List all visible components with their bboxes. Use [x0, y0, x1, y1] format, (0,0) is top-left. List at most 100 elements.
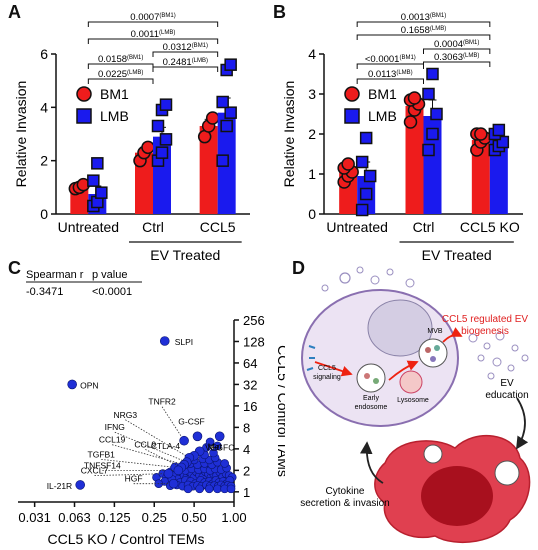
- scatter-point-tnfr2: [179, 435, 189, 446]
- data-point-lmb: [95, 186, 108, 199]
- bar-chart-a: 0 2 4 6 Relative Invasion Untreated Ctrl CCL5 EV…: [13, 12, 250, 260]
- diagram-d: CCL5 regulated EV biogenesis MVB CCL5 sign…: [300, 266, 531, 543]
- legend-label: LMB: [100, 108, 129, 124]
- bar-bm1: [471, 140, 490, 214]
- legend-label: BM1: [368, 86, 397, 102]
- point-label: G-CSF: [178, 416, 204, 426]
- scatter-point-vegfc: [214, 431, 225, 442]
- label-leader: [101, 458, 176, 468]
- p-value-label: 0.3063(LMB): [434, 52, 479, 63]
- scatter-point: [195, 484, 204, 494]
- y-tick-label: 1: [308, 166, 316, 182]
- scatter-point-g-csf: [192, 431, 203, 442]
- ccl5-signaling-label: CCL5 signaling: [313, 365, 341, 381]
- point-label: TNFSF14: [84, 460, 121, 470]
- point-label: SLPI: [175, 337, 193, 347]
- ev-education-label: EV education: [485, 378, 528, 401]
- p-value-label: 0.0007(BM1): [130, 12, 175, 23]
- legend-marker-bm1: [76, 86, 92, 102]
- y-tick-label: 256: [243, 313, 265, 328]
- point-label: CCL9: [134, 439, 156, 449]
- cytokine-label: Cytokine secretion & invasion: [300, 486, 390, 509]
- ev-vesicles: [321, 266, 529, 380]
- lysosome-label: Lysosome: [397, 397, 429, 404]
- data-point-lmb: [363, 169, 377, 183]
- comparison-bracket: [152, 66, 219, 72]
- x-tick-label: 0.25: [142, 510, 167, 525]
- y-tick-label: 6: [40, 46, 48, 62]
- scatter-point: [204, 484, 214, 494]
- point-label: TGFB1: [88, 449, 116, 459]
- x-axis-label: CCL5 KO / Control TEMs: [48, 531, 205, 547]
- p-value-label: 0.2481(LMB): [163, 57, 208, 68]
- data-point-bm1: [403, 115, 418, 129]
- legend-marker-lmb: [344, 108, 360, 124]
- x-tick-label: CCL5 KO: [460, 219, 520, 235]
- cytokine-arrow: [359, 441, 384, 484]
- comparison-bracket: [87, 78, 154, 84]
- point-label: HGF: [125, 474, 143, 484]
- bar-chart-b: 0 1 2 3 4 Relative Invasion Untreated Ctrl CCL5 …: [281, 12, 523, 260]
- point-label: Met: [208, 441, 223, 451]
- comparison-bracket: [356, 78, 424, 84]
- p-value-label: 0.0004(BM1): [434, 39, 479, 50]
- y-tick-label: 4: [40, 99, 48, 115]
- data-point-lmb: [155, 146, 169, 159]
- panel-label-d: D: [292, 258, 305, 278]
- ccl5-regulated-label: CCL5 regulated EV biogenesis: [442, 314, 528, 337]
- x-tick-label: Ctrl: [413, 219, 435, 235]
- stats-header-r: Spearman r: [26, 269, 84, 281]
- legend-label: LMB: [368, 108, 397, 124]
- scatter-point: [183, 484, 193, 494]
- bar-bm1: [199, 126, 218, 214]
- label-leader: [145, 449, 182, 468]
- point-label: TNFR2: [148, 397, 176, 407]
- x-tick-label: 0.063: [58, 510, 91, 525]
- scatter-point-opn: [67, 379, 77, 390]
- y-tick-label: 2: [40, 153, 48, 169]
- scatter-point: [205, 437, 215, 447]
- data-point-lmb: [91, 157, 104, 170]
- y-tick-label: 32: [243, 377, 257, 392]
- scatter-point: [213, 484, 222, 494]
- data-point-lmb: [359, 131, 373, 145]
- scatter-point-tnfsf14: [173, 465, 184, 476]
- bar-bm1: [135, 152, 153, 214]
- y-tick-label: 4: [308, 46, 316, 62]
- bar-lmb: [489, 140, 508, 214]
- data-point-lmb: [355, 155, 369, 169]
- stats-p-value: <0.0001: [92, 286, 132, 298]
- comparison-bracket: [152, 51, 219, 57]
- scatter-point-slpi: [159, 336, 170, 346]
- data-point-lmb: [224, 58, 237, 71]
- data-point-lmb: [426, 67, 439, 81]
- data-point-bm1: [341, 157, 355, 171]
- p-value-label: 0.0011(LMB): [131, 29, 176, 40]
- mvb-label: MVB: [427, 328, 443, 335]
- point-label: NRG3: [114, 410, 138, 420]
- y-axis-label: Relative Invasion: [13, 81, 29, 188]
- panel-label-a: A: [8, 2, 21, 22]
- data-point-bm1: [474, 127, 488, 141]
- stats-header-p: p value: [92, 269, 127, 281]
- data-point-lmb: [355, 203, 369, 217]
- data-point-lmb: [426, 127, 439, 141]
- x-tick-label: 0.125: [98, 510, 131, 525]
- nucleus: [367, 299, 433, 357]
- x-tick-label: 0.50: [181, 510, 206, 525]
- y-tick-label: 16: [243, 399, 257, 414]
- mvb: [418, 338, 448, 368]
- scatter-point: [226, 484, 236, 494]
- y-tick-label: 0: [308, 206, 316, 222]
- group-caption: EV Treated: [422, 247, 492, 260]
- p-value-label: 0.0225(LMB): [98, 69, 143, 80]
- point-label: CTLA-4: [151, 441, 181, 451]
- data-point-lmb: [422, 143, 435, 157]
- y-tick-label: 2: [308, 126, 316, 142]
- p-value-label: <0.0001(BM1): [365, 54, 416, 65]
- data-point-lmb: [496, 135, 510, 149]
- p-value-label: 0.0113(LMB): [368, 69, 413, 80]
- data-point-lmb: [492, 123, 506, 137]
- lysosome: [399, 370, 423, 394]
- data-point-lmb: [159, 133, 173, 146]
